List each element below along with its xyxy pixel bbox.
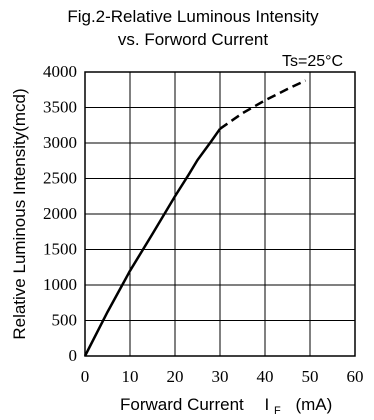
- chart-title-line1: Fig.2-Relative Luminous Intensity: [67, 7, 319, 26]
- x-tick-label: 30: [212, 367, 229, 386]
- y-axis-label: Relative Luminous Intensity(mcd): [10, 88, 29, 339]
- y-tick-label: 1000: [43, 275, 77, 294]
- grid-lines: [85, 72, 355, 356]
- y-tick-label: 1500: [43, 240, 77, 259]
- x-tick-label: 60: [347, 367, 364, 386]
- y-tick-labels: 0 500 1000 1500 2000 2500 3000 3500 4000: [43, 62, 77, 365]
- data-series: [83, 79, 307, 357]
- test-condition-label: Ts=25°C: [282, 53, 343, 70]
- x-tick-label: 0: [81, 367, 90, 386]
- x-axis-label-subscript: F: [274, 405, 281, 417]
- x-axis-label-main: Forward Current: [120, 395, 244, 414]
- x-tick-label: 40: [257, 367, 274, 386]
- x-axis-label: Forward Current I F (mA): [120, 395, 332, 418]
- y-tick-label: 0: [69, 346, 78, 365]
- x-tick-label: 50: [302, 367, 319, 386]
- x-tick-label: 10: [122, 367, 139, 386]
- x-tick-labels: 0 10 20 30 40 50 60: [81, 367, 364, 386]
- x-axis-label-symbol: I: [265, 395, 270, 414]
- plot-frame: [84, 71, 356, 357]
- series-line-dashed: [219, 79, 307, 130]
- y-tick-label: 2000: [43, 204, 77, 223]
- series-line-solid: [83, 128, 222, 357]
- x-tick-label: 20: [167, 367, 184, 386]
- y-tick-label: 500: [52, 311, 78, 330]
- y-tick-label: 3000: [43, 133, 77, 152]
- y-tick-label: 2500: [43, 169, 77, 188]
- x-axis-label-unit: (mA): [295, 395, 332, 414]
- chart-title-line2: vs. Forword Current: [118, 30, 268, 49]
- y-tick-label: 3500: [43, 98, 77, 117]
- y-tick-label: 4000: [43, 62, 77, 81]
